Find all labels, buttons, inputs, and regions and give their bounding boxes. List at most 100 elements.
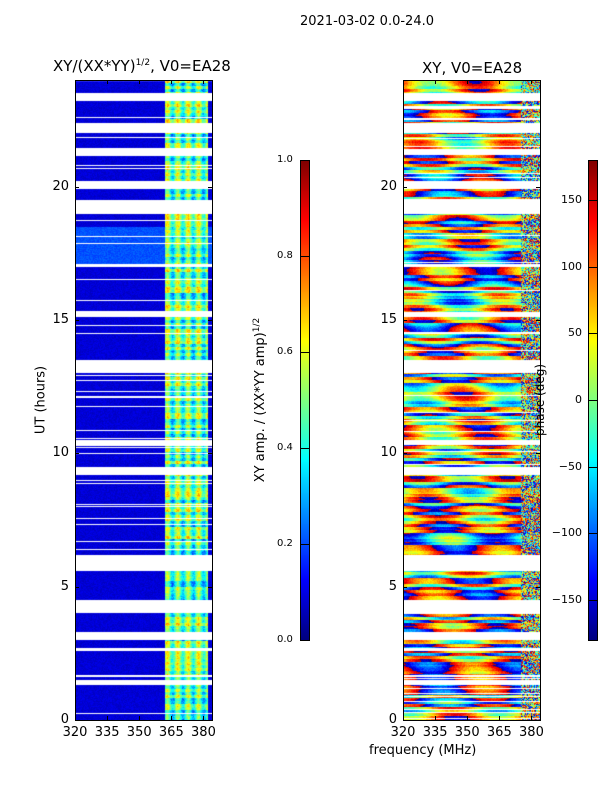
x-tick-mark — [435, 716, 437, 720]
y-tick-label: 20 — [380, 178, 397, 194]
colorbar1-tick-mark — [300, 448, 310, 449]
x-axis-label: frequency (MHz) — [369, 743, 477, 758]
y-tick-mark — [403, 720, 407, 721]
x-tick-mark — [75, 80, 76, 84]
colorbar2-tick-mark — [588, 200, 598, 201]
y-tick-mark — [208, 453, 212, 455]
y-tick-mark — [75, 320, 79, 321]
colorbar2-tick-mark — [588, 333, 598, 335]
x-tick-label: 350 — [454, 725, 480, 740]
left-title-suffix: , V0=EA28 — [150, 57, 231, 75]
y-tick-mark — [536, 720, 540, 721]
colorbar1-tick-label: 1.0 — [277, 154, 293, 165]
colorbar2-tick-mark — [588, 600, 598, 601]
x-tick-mark — [139, 80, 141, 84]
x-tick-mark — [403, 80, 404, 84]
x-tick-mark — [531, 80, 533, 84]
colorbar1-tick-mark — [300, 160, 310, 161]
x-tick-mark — [171, 80, 173, 84]
y-tick-mark — [403, 320, 407, 321]
colorbar2-tick-mark — [588, 466, 598, 468]
x-tick-mark — [139, 716, 141, 720]
x-tick-label: 365 — [158, 725, 184, 740]
y-tick-label: 0 — [388, 712, 397, 727]
y-tick-label: 15 — [380, 312, 397, 327]
colorbar2-tick-label: 150 — [561, 193, 582, 206]
y-tick-label: 10 — [380, 445, 397, 461]
x-tick-label: 320 — [390, 725, 416, 740]
colorbar2-tick-label: −150 — [551, 593, 582, 606]
colorbar1-label-sup: 1/2 — [251, 317, 262, 333]
colorbar1-tick-label: 0.0 — [277, 634, 293, 645]
y-tick-label: 15 — [52, 312, 69, 327]
colorbar2-tick-label: 50 — [568, 326, 582, 340]
colorbar1-label-text: XY amp. / (XX*YY amp) — [253, 332, 269, 483]
x-tick-mark — [467, 80, 469, 84]
x-tick-mark — [467, 716, 469, 720]
amplitude-colorbar — [300, 160, 309, 640]
colorbar2-tick-mark — [588, 400, 598, 401]
x-tick-mark — [171, 716, 173, 720]
x-tick-label: 365 — [486, 725, 512, 740]
y-tick-mark — [208, 586, 212, 588]
x-tick-label: 380 — [519, 725, 544, 740]
colorbar2-tick-label: −50 — [558, 459, 582, 473]
right-plot-frame — [403, 80, 541, 721]
x-tick-mark — [499, 80, 501, 84]
colorbar2-tick-label: 100 — [561, 259, 582, 273]
x-tick-mark — [107, 716, 109, 720]
amplitude-heatmap — [75, 80, 212, 720]
colorbar1-label: XY amp. / (XX*YY amp)1/2 — [252, 318, 268, 482]
right-plot-title: XY, V0=EA28 — [422, 59, 523, 77]
colorbar1-tick-mark — [300, 544, 310, 545]
x-tick-mark — [107, 80, 109, 84]
x-tick-mark — [403, 716, 404, 720]
left-title-sup: 1/2 — [135, 58, 151, 68]
x-tick-mark — [203, 80, 205, 84]
x-tick-mark — [203, 716, 205, 720]
y-tick-label: 5 — [388, 578, 397, 594]
colorbar2-tick-label: 0 — [575, 393, 582, 406]
figure-title: 2021-03-02 0.0-24.0 — [300, 14, 434, 29]
y-tick-mark — [75, 586, 79, 588]
colorbar1-tick-mark — [300, 352, 310, 353]
colorbar1-tick-mark — [300, 256, 310, 257]
y-tick-mark — [403, 453, 407, 455]
x-tick-label: 335 — [422, 725, 448, 740]
y-tick-mark — [403, 186, 407, 188]
y-tick-mark — [75, 453, 79, 455]
y-tick-mark — [75, 720, 79, 721]
x-tick-mark — [75, 716, 76, 720]
y-tick-mark — [208, 720, 212, 721]
colorbar1-tick-label: 0.8 — [277, 250, 293, 261]
left-title-main: XY/(XX*YY) — [53, 57, 136, 75]
colorbar1-tick-mark — [300, 640, 310, 641]
x-tick-mark — [435, 80, 437, 84]
colorbar1-tick-label: 0.6 — [277, 346, 293, 357]
colorbar2-tick-mark — [588, 533, 598, 535]
phase-heatmap — [403, 80, 540, 720]
y-tick-mark — [536, 453, 540, 455]
colorbar1-frame — [300, 160, 310, 641]
colorbar1-tick-label: 0.4 — [277, 442, 293, 453]
y-tick-mark — [536, 586, 540, 588]
x-tick-mark — [499, 716, 501, 720]
y-tick-mark — [536, 320, 540, 321]
x-tick-label: 380 — [191, 725, 216, 740]
y-tick-label: 10 — [52, 445, 69, 461]
colorbar2-label: phase (deg) — [533, 363, 547, 437]
y-tick-mark — [75, 186, 79, 188]
y-tick-label: 5 — [60, 578, 69, 594]
x-tick-label: 320 — [62, 725, 88, 740]
x-tick-mark — [531, 716, 533, 720]
y-tick-label: 20 — [52, 178, 69, 194]
y-tick-label: 0 — [60, 712, 69, 727]
colorbar2-tick-mark — [588, 266, 598, 268]
y-axis-label: UT (hours) — [33, 365, 49, 435]
x-tick-label: 335 — [94, 725, 120, 740]
y-tick-mark — [536, 186, 540, 188]
x-tick-label: 350 — [126, 725, 152, 740]
y-tick-mark — [208, 186, 212, 188]
colorbar1-tick-label: 0.2 — [277, 538, 293, 549]
